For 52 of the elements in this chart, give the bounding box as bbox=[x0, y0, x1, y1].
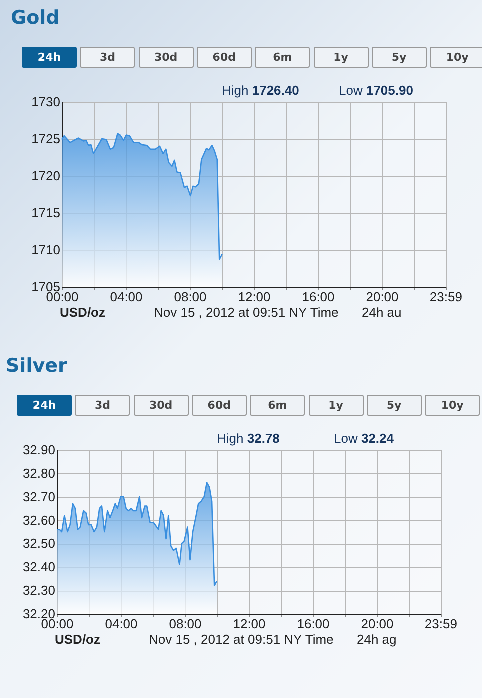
x-tick-label: 23:59 bbox=[430, 290, 462, 304]
text: USD/oz bbox=[60, 305, 106, 320]
x-tick-label: 04:00 bbox=[110, 290, 143, 304]
text: 3d bbox=[80, 47, 136, 68]
text: 5y bbox=[366, 395, 422, 416]
x-tick-label: 16:00 bbox=[297, 616, 330, 632]
y-tick-label: 1710 bbox=[32, 242, 60, 258]
text: Nov 15 , 2012 at 09:51 NY Time bbox=[149, 632, 334, 647]
y-tick-label: 32.80 bbox=[22, 466, 56, 481]
text: 60d bbox=[192, 395, 247, 416]
x-tick-label: 12:00 bbox=[238, 290, 271, 304]
text: 30d bbox=[138, 47, 194, 68]
y-tick-label: 1720 bbox=[32, 168, 60, 184]
x-tick-label: 08:00 bbox=[174, 290, 207, 304]
text: 6m bbox=[255, 47, 310, 68]
y-tick-label: 32.30 bbox=[22, 583, 56, 598]
y-tick-label: 32.60 bbox=[22, 512, 56, 528]
text: 3d bbox=[75, 395, 130, 416]
text: High 32.78 bbox=[217, 431, 280, 446]
chart-title: Gold bbox=[11, 7, 60, 29]
chart-title: Silver bbox=[6, 355, 68, 377]
text: High 1726.40 bbox=[222, 83, 300, 98]
x-tick-label: 04:00 bbox=[105, 616, 138, 632]
text: 24h au bbox=[362, 305, 402, 320]
y-tick-label: 32.40 bbox=[22, 560, 56, 575]
text: 24h ag bbox=[357, 632, 397, 647]
text: 24h bbox=[17, 395, 72, 416]
x-tick-label: 20:00 bbox=[366, 290, 399, 304]
text: 6m bbox=[250, 395, 306, 416]
y-tick-label: 1730 bbox=[32, 94, 60, 110]
text: USD/oz bbox=[55, 632, 100, 647]
text: 10y bbox=[430, 47, 482, 68]
y-tick-label: 1715 bbox=[32, 206, 60, 220]
text: Low 1705.90 bbox=[339, 83, 414, 98]
x-tick-label: 23:59 bbox=[424, 616, 458, 632]
x-tick-label: 12:00 bbox=[233, 616, 266, 632]
x-tick-label: 16:00 bbox=[302, 290, 335, 304]
y-tick-label: 1725 bbox=[32, 132, 60, 146]
text: Nov 15 , 2012 at 09:51 NY Time bbox=[154, 305, 339, 320]
y-tick-label: 32.70 bbox=[22, 489, 56, 504]
y-tick-label: 32.90 bbox=[22, 442, 56, 458]
text: 10y bbox=[425, 395, 480, 416]
y-tick-label: 32.50 bbox=[22, 536, 56, 552]
text: 30d bbox=[134, 395, 189, 416]
text: 24h bbox=[22, 47, 77, 68]
text: 1y bbox=[308, 395, 364, 416]
text: 1y bbox=[314, 47, 368, 68]
text: 5y bbox=[372, 47, 427, 68]
x-tick-label: 20:00 bbox=[361, 616, 394, 632]
x-tick-label: 08:00 bbox=[169, 616, 202, 632]
text: 60d bbox=[196, 47, 252, 68]
text: Low 32.24 bbox=[334, 431, 394, 446]
